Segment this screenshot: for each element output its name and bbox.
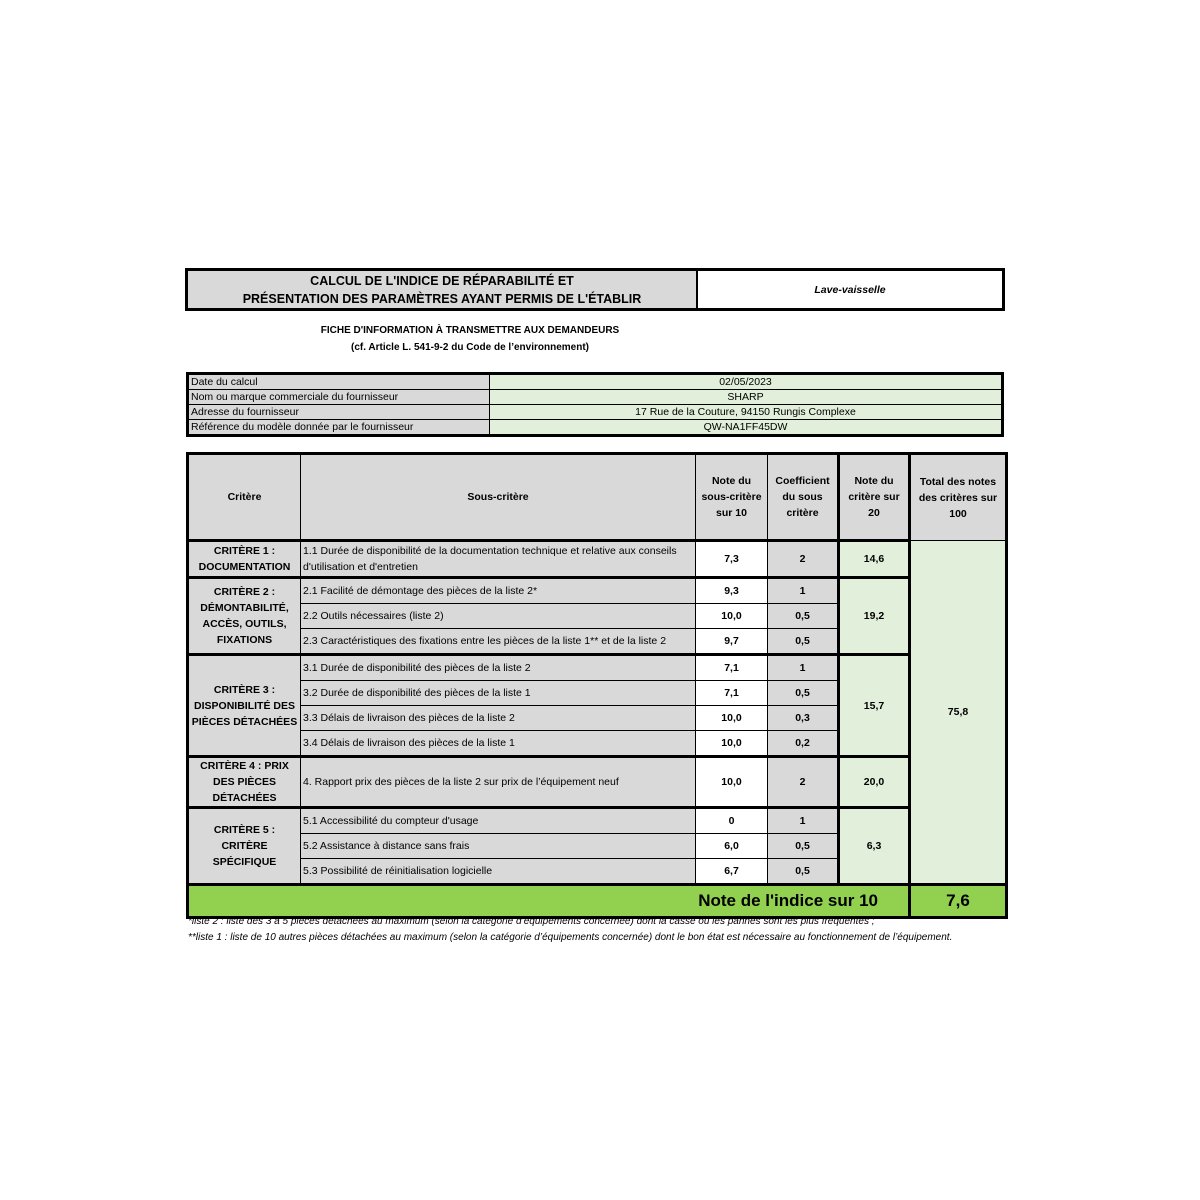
sub-criterion-label: 3.2 Durée de disponibilité des pièces de… [300, 680, 696, 706]
sub-criterion-coefficient: 0,3 [767, 705, 839, 731]
sub-criterion-label: 4. Rapport prix des pièces de la liste 2… [300, 755, 696, 808]
sub-criterion-label: 2.3 Caractéristiques des fixations entre… [300, 628, 696, 655]
info-value: 17 Rue de la Couture, 94150 Rungis Compl… [489, 404, 1003, 420]
column-header: Coefficient du sous critère [767, 453, 839, 541]
sub-criterion-score: 10,0 [695, 705, 768, 731]
fiche-line-1: FICHE D'INFORMATION À TRANSMETTRE AUX DE… [320, 325, 620, 336]
table-row: CRITÈRE 3 : DISPONIBILITÉ DES PIÈCES DÉT… [187, 653, 1007, 757]
title-line-2: PRÉSENTATION DES PARAMÈTRES AYANT PERMIS… [242, 291, 642, 306]
criterion-score-20: 20,0 [837, 755, 910, 808]
footnotes: *liste 2 : liste des 3 à 5 pièces détach… [188, 914, 988, 946]
criterion-label: CRITÈRE 3 : DISPONIBILITÉ DES PIÈCES DÉT… [187, 653, 301, 757]
table-row: 5.2 Assistance à distance sans frais 6,0 0… [188, 833, 1007, 859]
sub-criterion-score: 7,1 [695, 653, 768, 681]
info-row: Nom ou marque commerciale du fournisseur… [187, 389, 1003, 405]
sub-criterion-score: 10,0 [695, 730, 768, 757]
sub-criterion-coefficient: 0,2 [767, 730, 839, 757]
sub-criterion-label: 5.3 Possibilité de réinitialisation logi… [300, 858, 696, 885]
title-box: CALCUL DE L'INDICE DE RÉPARABILITÉ ET PR… [185, 268, 1005, 311]
sub-criterion-label: 2.2 Outils nécessaires (liste 2) [300, 603, 696, 629]
criterion-score-20: 19,2 [837, 576, 910, 655]
sub-criterion-label: 1.1 Durée de disponibilité de la documen… [300, 539, 696, 578]
criterion-score-20: 14,6 [837, 539, 910, 578]
sub-criterion-coefficient: 1 [767, 576, 839, 604]
criterion-label: CRITÈRE 1 : DOCUMENTATION [187, 539, 301, 578]
info-row: Référence du modèle donnée par le fourni… [187, 419, 1003, 436]
sub-criterion-coefficient: 0,5 [767, 680, 839, 706]
sub-criterion-label: 3.4 Délais de livraison des pièces de la… [300, 730, 696, 757]
criterion-score-20: 6,3 [837, 806, 910, 885]
table-row: CRITÈRE 4 : PRIX DES PIÈCES DÉTACHÉES 4. … [187, 755, 1007, 808]
sub-criterion-coefficient: 0,5 [767, 833, 839, 859]
info-label: Adresse du fournisseur [187, 404, 490, 420]
final-score-label: Note de l'indice sur 10 [187, 883, 910, 918]
info-value: SHARP [489, 389, 1003, 405]
document-title: CALCUL DE L'INDICE DE RÉPARABILITÉ ET PR… [188, 271, 698, 308]
column-header: Note du sous-critère sur 10 [695, 453, 768, 541]
table-row: 3.2 Durée de disponibilité des pièces de… [188, 680, 1007, 706]
column-header: Note du critère sur 20 [837, 453, 910, 541]
sub-criterion-coefficient: 2 [767, 539, 839, 578]
table-row: CRITÈRE 1 : DOCUMENTATION 1.1 Durée de di… [187, 539, 1007, 885]
title-line-1: CALCUL DE L'INDICE DE RÉPARABILITÉ ET [310, 273, 574, 288]
column-header: Critère [187, 453, 301, 541]
sub-criterion-label: 3.1 Durée de disponibilité des pièces de… [300, 653, 696, 681]
sub-criterion-label: 3.3 Délais de livraison des pièces de la… [300, 705, 696, 731]
info-row: Adresse du fournisseur 17 Rue de la Coutu… [187, 404, 1003, 420]
info-label: Date du calcul [187, 373, 490, 390]
sub-criterion-label: 5.1 Accessibilité du compteur d'usage [300, 806, 696, 834]
table-row: CRITÈRE 5 : CRITÈRE SPÉCIFIQUE 5.1 Access… [187, 806, 1007, 885]
final-score-row: Note de l'indice sur 10 7,6 [187, 883, 1007, 918]
sub-criterion-score: 6,7 [695, 858, 768, 885]
criterion-label: CRITÈRE 2 : DÉMONTABILITÉ, ACCÈS, OUTILS… [187, 576, 301, 655]
total-score-100: 75,8 [908, 540, 1007, 885]
sub-criterion-score: 6,0 [695, 833, 768, 859]
supplier-info-table: Date du calcul 02/05/2023 Nom ou marque co… [186, 372, 1004, 437]
sub-criterion-coefficient: 1 [767, 653, 839, 681]
sub-criterion-label: 2.1 Facilité de démontage des pièces de … [300, 576, 696, 604]
footnote-liste-1: **liste 1 : liste de 10 autres pièces dé… [188, 932, 953, 943]
sub-criterion-score: 10,0 [695, 755, 768, 808]
table-row: 3.4 Délais de livraison des pièces de la… [188, 730, 1007, 757]
table-row: CRITÈRE 2 : DÉMONTABILITÉ, ACCÈS, OUTILS… [187, 576, 1007, 655]
table-row: 3.3 Délais de livraison des pièces de la… [188, 705, 1007, 731]
info-label: Nom ou marque commerciale du fournisseur [187, 389, 490, 405]
sub-criterion-coefficient: 0,5 [767, 603, 839, 629]
criterion-score-20: 15,7 [837, 653, 910, 757]
sub-criterion-score: 0 [695, 806, 768, 834]
product-type: Lave-vaisselle [814, 283, 886, 296]
table-row: 5.3 Possibilité de réinitialisation logi… [188, 858, 1007, 885]
info-value: 02/05/2023 [489, 373, 1003, 390]
column-header: Total des notes des critères sur 100 [908, 453, 1007, 541]
criterion-label: CRITÈRE 5 : CRITÈRE SPÉCIFIQUE [187, 806, 301, 885]
sub-criterion-score: 7,3 [695, 539, 768, 578]
criterion-label: CRITÈRE 4 : PRIX DES PIÈCES DÉTACHÉES [187, 755, 301, 808]
sub-criterion-score: 9,3 [695, 576, 768, 604]
final-score-value: 7,6 [908, 883, 1007, 918]
sub-criterion-score: 7,1 [695, 680, 768, 706]
repairability-table: Critère Sous-critère Note du sous-critère … [186, 452, 1008, 919]
column-header: Sous-critère [300, 453, 696, 541]
sub-criterion-coefficient: 2 [767, 755, 839, 808]
info-label: Référence du modèle donnée par le fourni… [187, 419, 490, 436]
footnote-liste-2: *liste 2 : liste des 3 à 5 pièces détach… [188, 916, 875, 927]
sub-criterion-coefficient: 0,5 [767, 628, 839, 655]
info-value: QW-NA1FF45DW [489, 419, 1003, 436]
sub-criterion-coefficient: 1 [767, 806, 839, 834]
fiche-line-2: (cf. Article L. 541-9-2 du Code de l’env… [350, 342, 589, 353]
info-row: Date du calcul 02/05/2023 [187, 373, 1003, 390]
sub-criterion-score: 9,7 [695, 628, 768, 655]
sub-criterion-score: 10,0 [695, 603, 768, 629]
sub-criterion-coefficient: 0,5 [767, 858, 839, 885]
table-row: 2.2 Outils nécessaires (liste 2) 10,0 0,5 [188, 603, 1007, 629]
sub-criterion-label: 5.2 Assistance à distance sans frais [300, 833, 696, 859]
table-row: 2.3 Caractéristiques des fixations entre… [188, 628, 1007, 655]
